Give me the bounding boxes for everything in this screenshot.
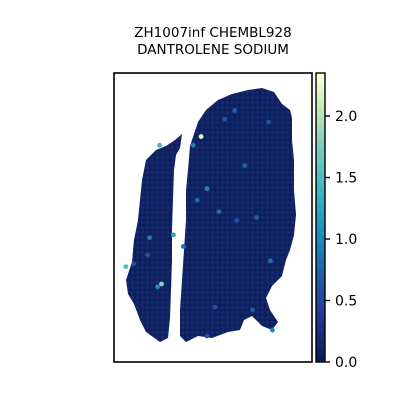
colorbar-ticks: 0.0 0.5 1.0 1.5 2.0 — [325, 109, 357, 371]
colorbar-tick-label: 0.0 — [335, 355, 357, 371]
data-point — [250, 307, 256, 313]
tissue-spots — [126, 88, 296, 342]
data-point — [242, 163, 248, 168]
data-point — [204, 186, 210, 192]
colorbar — [315, 72, 326, 363]
data-point — [212, 304, 218, 310]
data-point — [222, 116, 228, 122]
colorbar-tick-label: 2.0 — [335, 109, 357, 125]
colorbar-tick-label: 1.5 — [335, 171, 357, 187]
tissue-right-body — [180, 88, 296, 342]
data-point — [131, 261, 137, 267]
chart-title-line-2: DANTROLENE SODIUM — [137, 42, 289, 58]
data-point — [194, 197, 200, 203]
data-point — [204, 333, 210, 339]
data-point — [145, 252, 151, 258]
data-point — [268, 258, 273, 264]
plot-frame — [113, 72, 313, 363]
colorbar-tick-label: 1.0 — [335, 232, 357, 248]
data-point — [270, 327, 275, 333]
data-point — [159, 281, 164, 287]
data-point — [266, 119, 271, 125]
data-point — [232, 108, 238, 113]
chart-title-line-1: ZH1007inf CHEMBL928 — [134, 25, 292, 41]
colorbar-tick-label: 0.5 — [335, 294, 357, 310]
data-point — [123, 264, 129, 270]
data-point — [190, 142, 196, 148]
data-point — [155, 284, 160, 290]
data-point — [198, 134, 204, 139]
highlight-spots — [123, 108, 275, 339]
data-point — [254, 215, 259, 220]
data-point — [147, 235, 153, 241]
data-point — [171, 232, 176, 238]
data-point — [234, 217, 240, 223]
data-point — [180, 244, 186, 249]
data-point — [157, 142, 162, 148]
tissue-left-strip — [126, 134, 182, 342]
data-point — [216, 209, 222, 215]
